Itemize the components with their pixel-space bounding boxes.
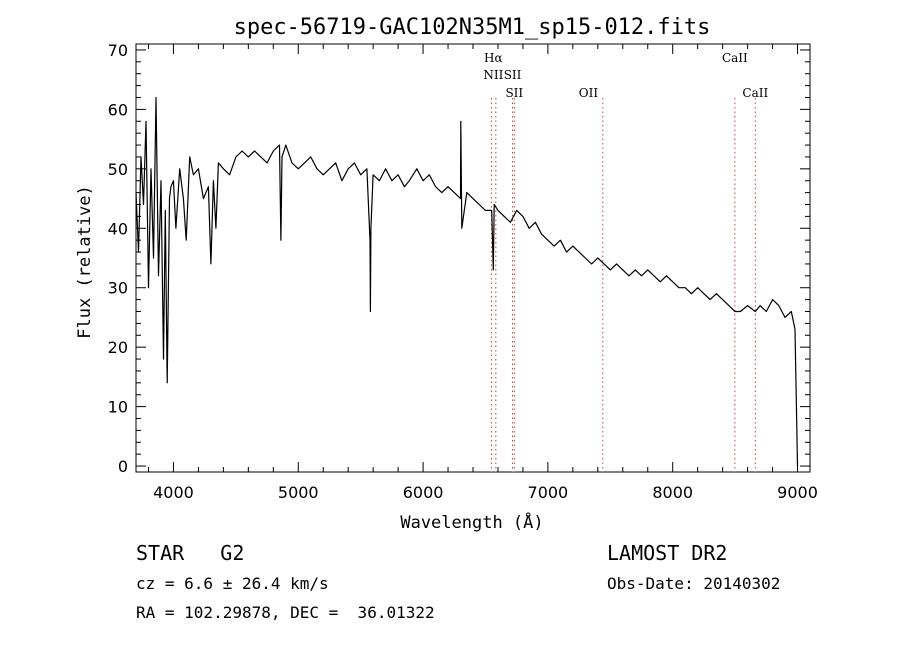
spectral-line-label: NII (483, 68, 503, 82)
spectral-line-label: Hα (484, 51, 503, 65)
plot-frame (135, 43, 811, 473)
y-tick-label: 50 (108, 160, 128, 179)
x-tick-label: 7000 (528, 483, 569, 502)
y-tick-label: 0 (118, 457, 128, 476)
redshift-velocity: cz = 6.6 ± 26.4 km/s (136, 574, 329, 593)
y-tick-label: 60 (108, 100, 128, 119)
x-axis-label: Wavelength (Å) (400, 511, 543, 533)
x-axis: 4000 5000 6000 7000 8000 9000 (147, 44, 818, 502)
y-axis: 0 10 20 30 40 50 60 70 (108, 41, 810, 476)
coordinates: RA = 102.29878, DEC = 36.01322 (136, 603, 435, 622)
spectral-line-label: CaII (742, 86, 768, 100)
x-tick-label: 5000 (278, 483, 319, 502)
x-tick-label: 6000 (403, 483, 444, 502)
x-tick-label: 4000 (153, 483, 194, 502)
y-tick-label: 30 (108, 279, 128, 298)
y-axis-label: Flux (relative) (75, 185, 95, 339)
line-markers (490, 98, 756, 472)
y-tick-label: 40 (108, 219, 128, 238)
y-tick-label: 20 (108, 338, 128, 357)
flux-line (135, 96, 799, 467)
spectral-line-label: CaII (722, 51, 748, 65)
x-tick-label: 9000 (777, 483, 818, 502)
spectral-line-label: SII (505, 86, 523, 100)
spectral-line-label: OII (579, 86, 599, 100)
x-tick-label: 8000 (652, 483, 693, 502)
chart-title: spec-56719-GAC102N35M1_sp15-012.fits (234, 15, 711, 40)
y-tick-label: 70 (108, 41, 128, 60)
object-class: STAR G2 (136, 541, 245, 565)
spectral-line-label: SII (504, 68, 522, 82)
y-tick-label: 10 (108, 398, 128, 417)
survey-name: LAMOST DR2 (607, 541, 728, 565)
observation-date: Obs-Date: 20140302 (607, 574, 781, 593)
spectrum-series (135, 96, 799, 467)
line-annotations: Hα NII SII SII OII CaII CaII (483, 51, 768, 100)
